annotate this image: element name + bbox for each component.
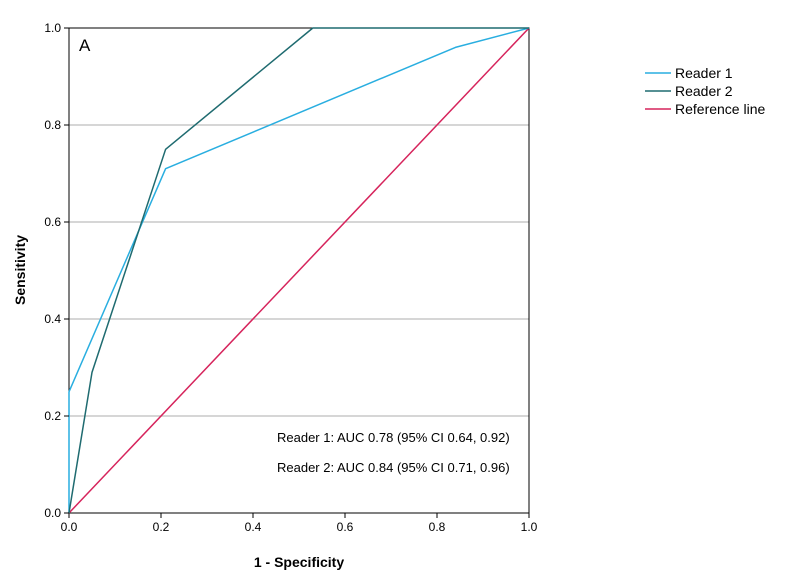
series-line-reader-2 — [68, 27, 529, 514]
x-tick-label: 1.0 — [521, 520, 538, 534]
y-tick-label: 0.4 — [44, 312, 61, 326]
legend-label-reader-2: Reader 2 — [675, 83, 733, 99]
legend-label-reference-line: Reference line — [675, 101, 765, 117]
x-tick-label: 0.4 — [245, 520, 262, 534]
plot-frame — [68, 27, 530, 514]
annotation-reader-2-auc: Reader 2: AUC 0.84 (95% CI 0.71, 0.96) — [277, 460, 510, 475]
y-axis-title: Sensitivity — [12, 235, 28, 305]
y-tick-label: 0.6 — [44, 215, 61, 229]
y-tick-label: 0.8 — [44, 118, 61, 132]
panel-label: A — [79, 36, 91, 55]
series-line-reference-line — [68, 27, 530, 514]
x-axis-ticks: 0.0 0.2 0.4 0.6 0.8 1.0 — [61, 513, 538, 534]
grid-lines — [69, 124, 529, 417]
y-tick-label: 1.0 — [44, 21, 61, 35]
x-tick-label: 0.0 — [61, 520, 78, 534]
y-axis-ticks: 0.0 0.2 0.4 0.6 0.8 1.0 — [44, 21, 69, 520]
y-tick-label: 0.2 — [44, 409, 61, 423]
series-lines — [68, 27, 530, 514]
y-tick-label: 0.0 — [44, 506, 61, 520]
x-axis-title: 1 - Specificity — [254, 554, 344, 570]
legend-label-reader-1: Reader 1 — [675, 65, 733, 81]
series-line-reader-1 — [68, 27, 530, 513]
x-tick-label: 0.2 — [153, 520, 170, 534]
legend: Reader 1 Reader 2 Reference line — [645, 65, 765, 117]
x-tick-label: 0.8 — [429, 520, 446, 534]
annotation-reader-1-auc: Reader 1: AUC 0.78 (95% CI 0.64, 0.92) — [277, 430, 510, 445]
x-tick-label: 0.6 — [337, 520, 354, 534]
